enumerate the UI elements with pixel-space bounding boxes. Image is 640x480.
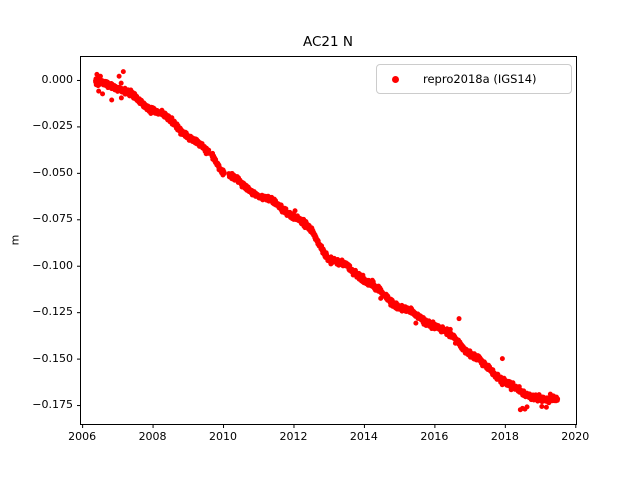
x-tick-label-2006: 2006 bbox=[68, 430, 97, 443]
legend: repro2018a (IGS14) bbox=[376, 64, 572, 94]
x-tick-label-2016: 2016 bbox=[420, 430, 449, 443]
x-tick-label-2020: 2020 bbox=[561, 430, 590, 443]
y-tick-label-6: −0.150 bbox=[32, 351, 73, 365]
y-tick-label-0: 0.000 bbox=[41, 72, 74, 86]
x-tick-label-2010: 2010 bbox=[209, 430, 238, 443]
y-tick-label-1: −0.025 bbox=[32, 119, 73, 133]
y-tick-label-3: −0.075 bbox=[32, 212, 73, 226]
y-tick-label-4: −0.100 bbox=[32, 258, 73, 272]
y-tick-label-5: −0.125 bbox=[32, 305, 73, 319]
x-tick-label-2018: 2018 bbox=[490, 430, 519, 443]
legend-marker-dot-icon bbox=[392, 75, 399, 83]
x-tick-label-2014: 2014 bbox=[349, 430, 378, 443]
y-axis-label: m bbox=[8, 234, 22, 246]
x-tick-label-2008: 2008 bbox=[138, 430, 167, 443]
chart-title: AC21 N bbox=[303, 34, 353, 50]
y-tick-label-7: −0.175 bbox=[32, 398, 73, 412]
legend-label: repro2018a (IGS14) bbox=[423, 72, 537, 86]
y-tick-label-2: −0.050 bbox=[32, 165, 73, 179]
x-tick-label-2012: 2012 bbox=[279, 430, 308, 443]
